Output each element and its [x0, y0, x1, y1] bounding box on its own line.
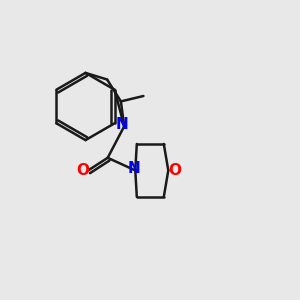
Text: N: N [128, 161, 140, 176]
Text: O: O [76, 163, 89, 178]
Text: N: N [116, 117, 128, 132]
Text: O: O [168, 163, 182, 178]
